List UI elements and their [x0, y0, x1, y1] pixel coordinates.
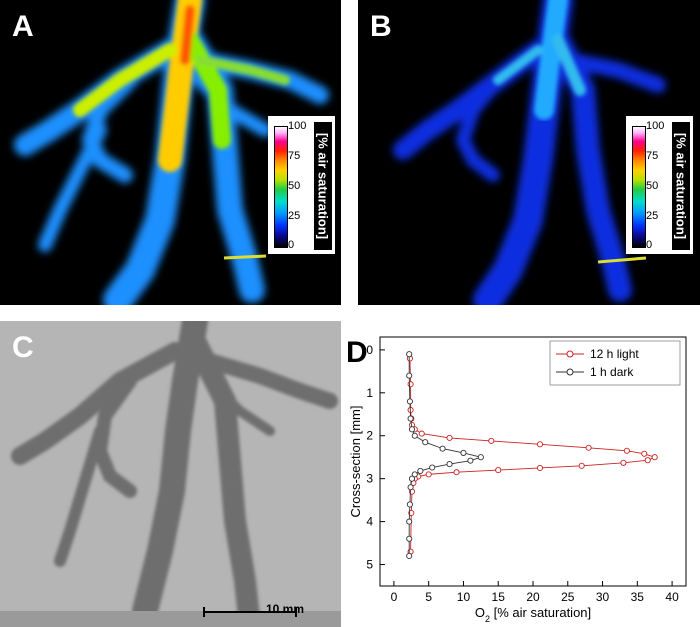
- colorbar-tick-50: 50: [646, 180, 659, 192]
- data-point-series-2: [460, 449, 467, 456]
- data-point-series-1: [623, 447, 630, 454]
- colorbar-b: 100 75 50 25 0 [% air saturation]: [626, 116, 693, 254]
- data-point-series-2: [467, 457, 474, 464]
- colorbar-a: 100 75 50 25 0 [% air saturation]: [268, 116, 335, 254]
- data-point-series-1: [446, 434, 453, 441]
- data-point-series-1: [453, 469, 460, 476]
- panel-letter-d: D: [346, 336, 368, 369]
- y-axis-label: Cross-section [mm]: [348, 406, 363, 518]
- colorbar-tick-100: 100: [288, 120, 307, 132]
- oxygen-profile-chart: 0 5 10 15 20 25 30 35 40 0 1 2 3 4 5 O2 [% air saturati…: [348, 336, 687, 624]
- panel-d-oxygen-profile: D 0 5 10 15 20 25 30 35 40 0 1 2 3 4 5 O2 [% air satura…: [341, 316, 700, 627]
- colorbar-tick-50: 50: [288, 180, 301, 192]
- data-point-series-2: [422, 439, 429, 446]
- colorbar-label: [% air saturation]: [672, 122, 690, 250]
- panel-b-oxygen-map-dark: B 100 75 50 25 0 [% air saturation]: [358, 0, 700, 305]
- colorbar-label: [% air saturation]: [314, 122, 332, 250]
- x-axis-label: O2 [% air saturation]: [475, 605, 591, 624]
- y-tick-label: 4: [366, 515, 373, 529]
- x-tick-label: 15: [492, 590, 506, 604]
- x-tick-label: 0: [391, 590, 398, 604]
- data-point-series-1: [641, 450, 648, 457]
- colorbar-gradient: [274, 126, 288, 248]
- panel-letter-b: B: [370, 10, 392, 43]
- legend-marker-2: [566, 368, 574, 376]
- data-point-series-1: [585, 444, 592, 451]
- data-point-series-2: [408, 426, 416, 433]
- data-point-series-1: [536, 464, 544, 471]
- data-point-series-1: [425, 471, 432, 478]
- data-point-series-2: [477, 454, 484, 461]
- data-point-series-2: [406, 351, 413, 358]
- data-point-series-1: [620, 459, 627, 466]
- colorbar-tick-75: 75: [646, 150, 659, 162]
- x-tick-label: 10: [457, 590, 471, 604]
- legend-box: [549, 340, 681, 386]
- data-point-series-1: [488, 437, 495, 444]
- panel-letter-a: A: [12, 10, 34, 43]
- root-oxygen-image-b: [393, 0, 666, 305]
- x-tick-label: 30: [596, 590, 610, 604]
- legend-label-2: 1 h dark: [590, 365, 634, 379]
- data-point-series-2: [446, 461, 453, 468]
- x-tick-label: 25: [561, 590, 575, 604]
- x-tick-label: 20: [526, 590, 540, 604]
- data-point-series-1: [578, 462, 585, 469]
- data-point-series-1: [536, 441, 544, 448]
- colorbar-tick-25: 25: [288, 210, 301, 222]
- panel-letter-c: C: [12, 331, 34, 364]
- colorbar-tick-25: 25: [646, 210, 659, 222]
- panel-a-oxygen-map-light: A 100 75 50 25 0 [% air saturation]: [0, 0, 341, 305]
- scale-bar-label: 10 mm: [266, 602, 305, 616]
- x-tick-label: 35: [631, 590, 645, 604]
- x-tick-label: 40: [665, 590, 679, 604]
- colorbar-tick-0: 0: [646, 239, 653, 251]
- data-point-series-2: [407, 415, 414, 422]
- y-tick-label: 2: [366, 429, 373, 443]
- colorbar-tick-100: 100: [646, 120, 665, 132]
- data-point-series-2: [406, 398, 413, 405]
- panel-c-root-photo: C 10 mm: [0, 321, 341, 627]
- y-tick-label: 1: [366, 386, 373, 400]
- data-point-series-2: [429, 464, 436, 471]
- data-point-series-1: [651, 454, 658, 461]
- data-point-series-2: [407, 484, 414, 491]
- data-point-series-2: [439, 445, 446, 452]
- colorbar-tick-75: 75: [288, 150, 301, 162]
- y-tick-label: 3: [366, 472, 373, 486]
- legend-label-1: 12 h light: [590, 347, 639, 361]
- legend-marker-1: [566, 350, 574, 358]
- data-point-series-2: [406, 552, 413, 559]
- data-point-series-2: [408, 475, 416, 482]
- data-point-series-2: [411, 432, 418, 439]
- data-point-series-1: [407, 381, 414, 388]
- series-line-2: [408, 354, 483, 556]
- y-tick-label: 0: [366, 343, 373, 357]
- data-point-series-2: [417, 467, 424, 474]
- colorbar-tick-0: 0: [288, 239, 295, 251]
- y-tick-label: 5: [366, 558, 373, 572]
- data-point-series-1: [495, 467, 502, 474]
- colorbar-gradient: [632, 126, 646, 248]
- root-photo-image: [0, 321, 341, 627]
- data-point-series-2: [406, 372, 413, 379]
- data-point-series-1: [644, 457, 651, 464]
- x-tick-label: 5: [425, 590, 432, 604]
- data-point-series-2: [411, 471, 418, 478]
- data-point-series-2: [406, 535, 413, 542]
- series-line-1: [409, 358, 656, 552]
- data-point-series-2: [406, 518, 413, 525]
- data-point-series-2: [406, 501, 413, 508]
- data-point-series-1: [418, 430, 425, 437]
- root-oxygen-image-a: [14, 0, 329, 305]
